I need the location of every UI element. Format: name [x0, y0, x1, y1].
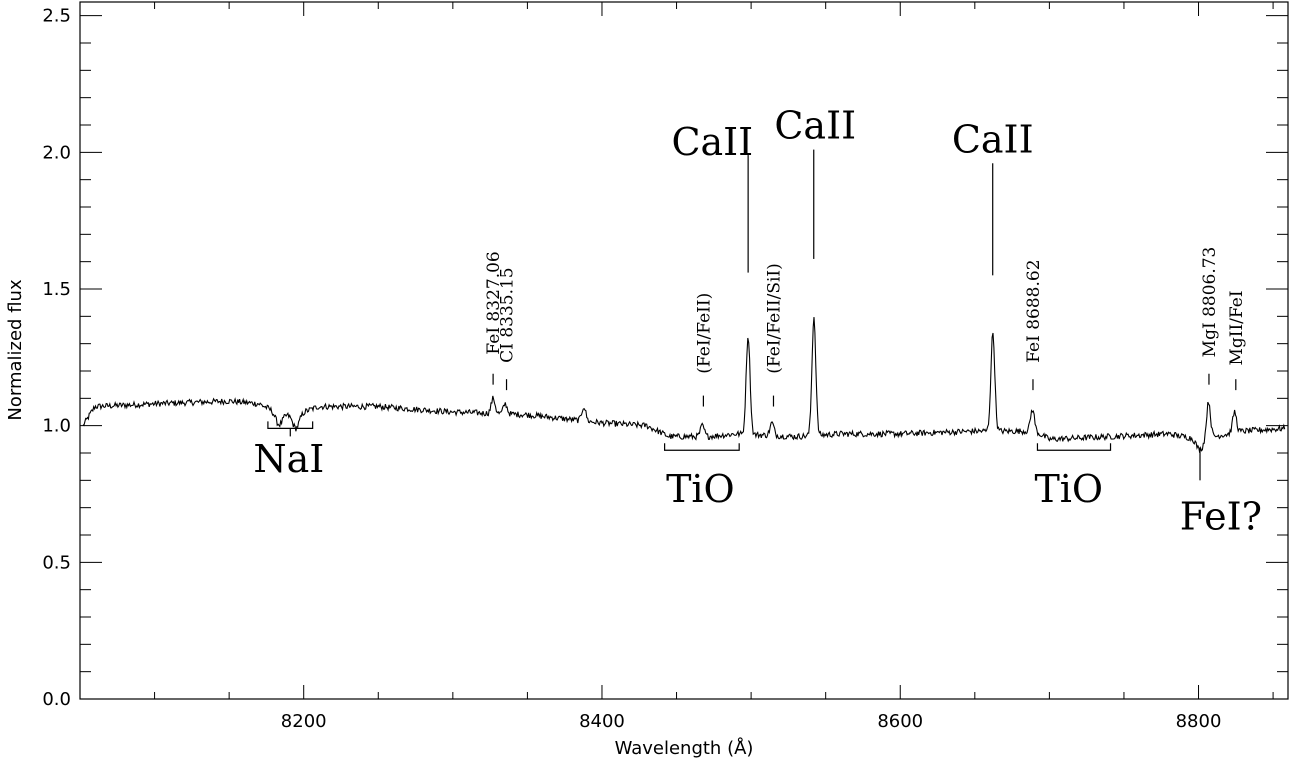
annotation-label: FeI 8688.62: [1024, 259, 1044, 362]
x-tick-label: 8800: [1176, 711, 1222, 732]
annotation-label: MgI 8806.73: [1200, 247, 1220, 358]
spectrum-line: [82, 317, 1286, 453]
y-tick-label: 1.5: [42, 279, 71, 300]
y-tick-label: 0.0: [42, 689, 71, 710]
annotation-label: TiO: [1034, 467, 1103, 511]
y-tick-label: 1.0: [42, 416, 71, 437]
annotation-label: FeI?: [1180, 495, 1262, 539]
x-tick-label: 8400: [579, 711, 625, 732]
y-tick-label: 2.5: [42, 6, 71, 27]
annotation-bracket: [267, 421, 314, 429]
x-tick-label: 8200: [281, 711, 327, 732]
annotation-label: CaII: [671, 120, 753, 164]
annotation-label: FeI 8327.06: [484, 251, 504, 354]
annotation-label: MgII/FeI: [1227, 290, 1247, 365]
axis-ticks: [80, 2, 1288, 699]
annotation-label: NaI: [253, 437, 324, 481]
x-axis-label: Wavelength (Å): [615, 737, 754, 759]
annotation-label: (FeI/FeII): [694, 293, 714, 374]
plot-frame: [79, 1, 1289, 700]
y-tick-label: 2.0: [42, 142, 71, 163]
tick-labels: 8200 8400 8600 8800 0.0 0.5 1.0 1.5 2.0 2.5: [42, 6, 1221, 732]
annotation-label: (FeI/FeII/SiI): [764, 263, 784, 374]
annotation-label: CaII: [774, 104, 856, 148]
annotation-bracket: [664, 443, 740, 451]
y-tick-label: 0.5: [42, 552, 71, 573]
x-tick-label: 8600: [877, 711, 923, 732]
annotation-label: TiO: [666, 467, 735, 511]
y-axis-label: Normalized flux: [5, 279, 26, 421]
annotation-label: CI 8335.15: [498, 267, 518, 362]
annotation-bracket: [1036, 443, 1112, 451]
annotation-label: CaII: [952, 117, 1034, 161]
